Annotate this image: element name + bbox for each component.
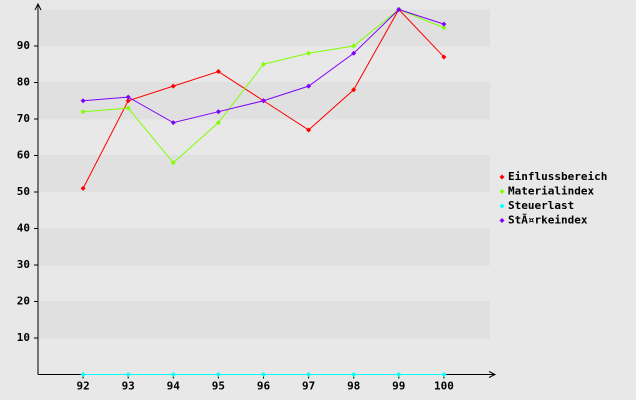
x-tick-label: 98 [347, 380, 360, 393]
point [215, 109, 221, 115]
point [125, 372, 131, 377]
legend-marker [499, 174, 505, 180]
y-tick-label: 20 [17, 295, 30, 308]
point [80, 98, 86, 104]
point [261, 372, 266, 377]
point [396, 7, 402, 12]
point [351, 372, 357, 377]
x-tick-label: 97 [302, 380, 315, 393]
grid-band [38, 301, 490, 338]
point [215, 120, 221, 126]
point [396, 372, 402, 377]
legend-marker [499, 218, 505, 223]
grid-band [38, 338, 490, 375]
legend-label: StÃ¤rkeindex [508, 214, 588, 227]
x-tick-label: 92 [76, 380, 89, 393]
grid-band [38, 192, 490, 229]
point [441, 372, 447, 377]
point [80, 109, 86, 115]
x-tick-label: 93 [122, 380, 135, 393]
legend-label: Steuerlast [508, 199, 574, 212]
point [125, 105, 131, 111]
y-tick-label: 70 [17, 112, 30, 125]
y-tick-label: 50 [17, 185, 30, 198]
point [441, 21, 447, 27]
y-tick-label: 30 [17, 258, 30, 271]
point [80, 372, 86, 377]
y-tick-label: 80 [17, 76, 30, 89]
grid-band [38, 119, 490, 156]
legend-label: Einflussbereich [508, 170, 607, 183]
point [80, 185, 86, 191]
point [170, 83, 176, 89]
y-tick-label: 90 [17, 39, 30, 52]
point [351, 50, 357, 56]
grid-band [38, 155, 490, 192]
point [170, 372, 176, 377]
point [125, 94, 131, 100]
point [170, 120, 176, 126]
grid-band [38, 228, 490, 265]
point [215, 372, 221, 377]
x-axis-arrow [488, 371, 497, 378]
grid-band [38, 9, 490, 46]
y-tick-label: 10 [17, 331, 30, 344]
point [215, 69, 221, 75]
point [261, 61, 266, 67]
x-tick-label: 100 [434, 380, 454, 393]
point [441, 54, 447, 60]
point [125, 98, 131, 104]
grid-band [38, 265, 490, 302]
point [261, 98, 266, 104]
legend-marker [499, 203, 505, 209]
y-tick-label: 40 [17, 222, 30, 235]
point [351, 43, 357, 49]
x-tick-label: 96 [257, 380, 271, 393]
legend-marker [499, 189, 505, 194]
x-tick-label: 99 [392, 380, 405, 393]
point [441, 25, 447, 31]
y-tick-label: 60 [17, 149, 30, 162]
point [306, 83, 312, 89]
point [306, 50, 312, 56]
point [306, 372, 312, 377]
legend-label: Materialindex [508, 185, 594, 198]
point [170, 160, 176, 166]
x-tick-label: 94 [167, 380, 181, 393]
x-tick-label: 95 [212, 380, 225, 393]
y-axis-arrow [34, 2, 42, 11]
point [351, 87, 357, 93]
point [306, 127, 312, 133]
